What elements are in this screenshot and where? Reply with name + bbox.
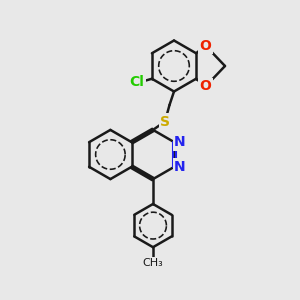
Text: CH₃: CH₃ xyxy=(142,258,164,268)
Text: Cl: Cl xyxy=(130,75,144,89)
Text: S: S xyxy=(160,115,170,128)
Text: N: N xyxy=(174,160,185,174)
Text: N: N xyxy=(174,135,185,149)
Text: O: O xyxy=(200,79,212,93)
Text: O: O xyxy=(200,39,212,53)
